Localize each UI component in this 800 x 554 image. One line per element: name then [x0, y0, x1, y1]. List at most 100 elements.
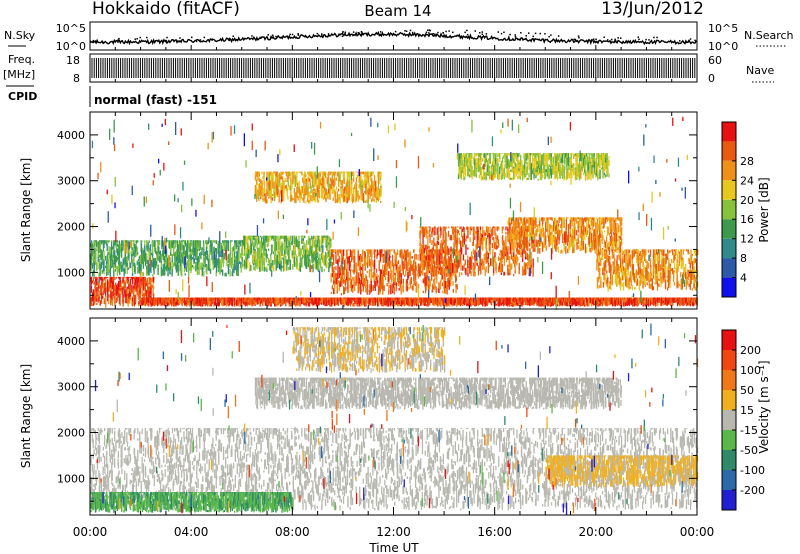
heatmap-cell	[138, 291, 140, 300]
heatmap-cell	[256, 171, 258, 176]
heatmap-cell	[297, 194, 299, 197]
heatmap-cell	[393, 278, 395, 283]
heatmap-cell	[332, 185, 334, 193]
heatmap-cell	[368, 182, 370, 189]
heatmap-cell	[516, 242, 519, 254]
heatmap-cell	[371, 254, 373, 266]
heatmap-cell	[456, 243, 458, 250]
heatmap-cell	[92, 246, 94, 257]
heatmap-cell	[332, 197, 334, 201]
heatmap-cell	[119, 280, 121, 288]
heatmap-cell	[592, 240, 594, 249]
noise-search-dot	[295, 37, 297, 39]
heatmap-cell	[217, 243, 219, 255]
heatmap-cell	[242, 240, 244, 245]
heatmap-cell	[266, 199, 268, 204]
heatmap-cell	[185, 250, 187, 256]
heatmap-cell	[104, 240, 106, 243]
heatmap-cell	[418, 264, 420, 273]
heatmap-cell	[269, 235, 271, 242]
heatmap-cell	[419, 235, 421, 246]
heatmap-cell	[557, 246, 560, 253]
heatmap-cell	[114, 269, 117, 272]
heatmap-cell	[318, 260, 320, 264]
heatmap-cell	[401, 265, 403, 272]
heatmap-cell	[331, 250, 333, 253]
heatmap-cell	[472, 241, 474, 246]
heatmap-cell	[234, 242, 236, 245]
heatmap-cell	[129, 291, 131, 298]
heatmap-cell	[304, 171, 306, 176]
heatmap-cell	[348, 176, 351, 181]
heatmap-cell	[144, 276, 146, 279]
heatmap-cell	[441, 251, 443, 262]
heatmap-cell	[419, 226, 421, 229]
heatmap-cell	[118, 280, 120, 291]
heatmap-cell	[218, 259, 220, 269]
heatmap-cell	[105, 272, 108, 276]
heatmap-cell	[95, 281, 97, 293]
heatmap-cell	[595, 248, 597, 254]
heatmap-cell	[346, 279, 348, 283]
heatmap-cell	[428, 266, 430, 271]
heatmap-cell	[443, 245, 446, 252]
heatmap-cell	[154, 258, 157, 267]
heatmap-cell	[103, 283, 105, 292]
heatmap-cell	[91, 244, 93, 256]
heatmap-cell	[462, 238, 464, 247]
heatmap-cell	[549, 234, 552, 244]
heatmap-cell	[227, 259, 230, 263]
heatmap-cell	[579, 227, 581, 238]
heatmap-cell	[243, 259, 245, 267]
heatmap-cell	[438, 267, 440, 271]
heatmap-cell	[304, 254, 306, 259]
heatmap-cell	[201, 247, 204, 250]
heatmap-cell	[422, 244, 424, 249]
heatmap-cell	[91, 280, 94, 284]
heatmap-cell	[211, 240, 213, 244]
heatmap-cell	[254, 245, 256, 248]
noise-search-dot	[503, 31, 505, 33]
heatmap-cell	[510, 232, 512, 243]
heatmap-cell	[197, 240, 200, 247]
heatmap-cell	[604, 241, 606, 249]
heatmap-cell	[450, 277, 452, 284]
heatmap-cell	[183, 256, 185, 266]
freq-left-tick-bottom: 8	[73, 72, 80, 85]
heatmap-cell	[107, 286, 109, 296]
heatmap-cell	[581, 245, 583, 251]
heatmap-cell	[236, 259, 239, 266]
noise-search-dot	[344, 31, 347, 33]
heatmap-cell	[526, 231, 528, 242]
heatmap-cell	[507, 232, 509, 235]
heatmap-cell	[363, 251, 366, 255]
heatmap-cell	[359, 171, 361, 182]
heatmap-cell	[96, 267, 98, 270]
noise-search-dot	[544, 33, 546, 35]
heatmap-cell	[339, 171, 341, 174]
heatmap-cell	[615, 233, 618, 245]
cpid-mode: normal (fast) -151	[94, 93, 217, 107]
heatmap-cell	[328, 250, 330, 257]
heatmap-cell	[590, 247, 592, 253]
heatmap-cell	[206, 250, 209, 261]
heatmap-cell	[303, 251, 305, 255]
heatmap-cell	[544, 231, 546, 237]
heatmap-cell	[595, 244, 597, 250]
heatmap-cell	[338, 281, 340, 292]
heatmap-cell	[368, 250, 370, 258]
heatmap-cell	[339, 194, 341, 204]
heatmap-cell	[550, 225, 552, 229]
heatmap-cell	[288, 247, 290, 251]
heatmap-cell	[346, 249, 348, 258]
heatmap-cell	[509, 240, 511, 251]
heatmap-cell	[294, 171, 296, 177]
heatmap-cell	[428, 283, 430, 294]
heatmap-cell	[115, 266, 117, 270]
heatmap-cell	[188, 240, 190, 248]
noise-search-dot	[464, 31, 466, 34]
heatmap-cell	[221, 269, 223, 272]
heatmap-cell	[262, 193, 264, 202]
heatmap-cell	[236, 263, 239, 272]
heatmap-cell	[523, 271, 525, 275]
